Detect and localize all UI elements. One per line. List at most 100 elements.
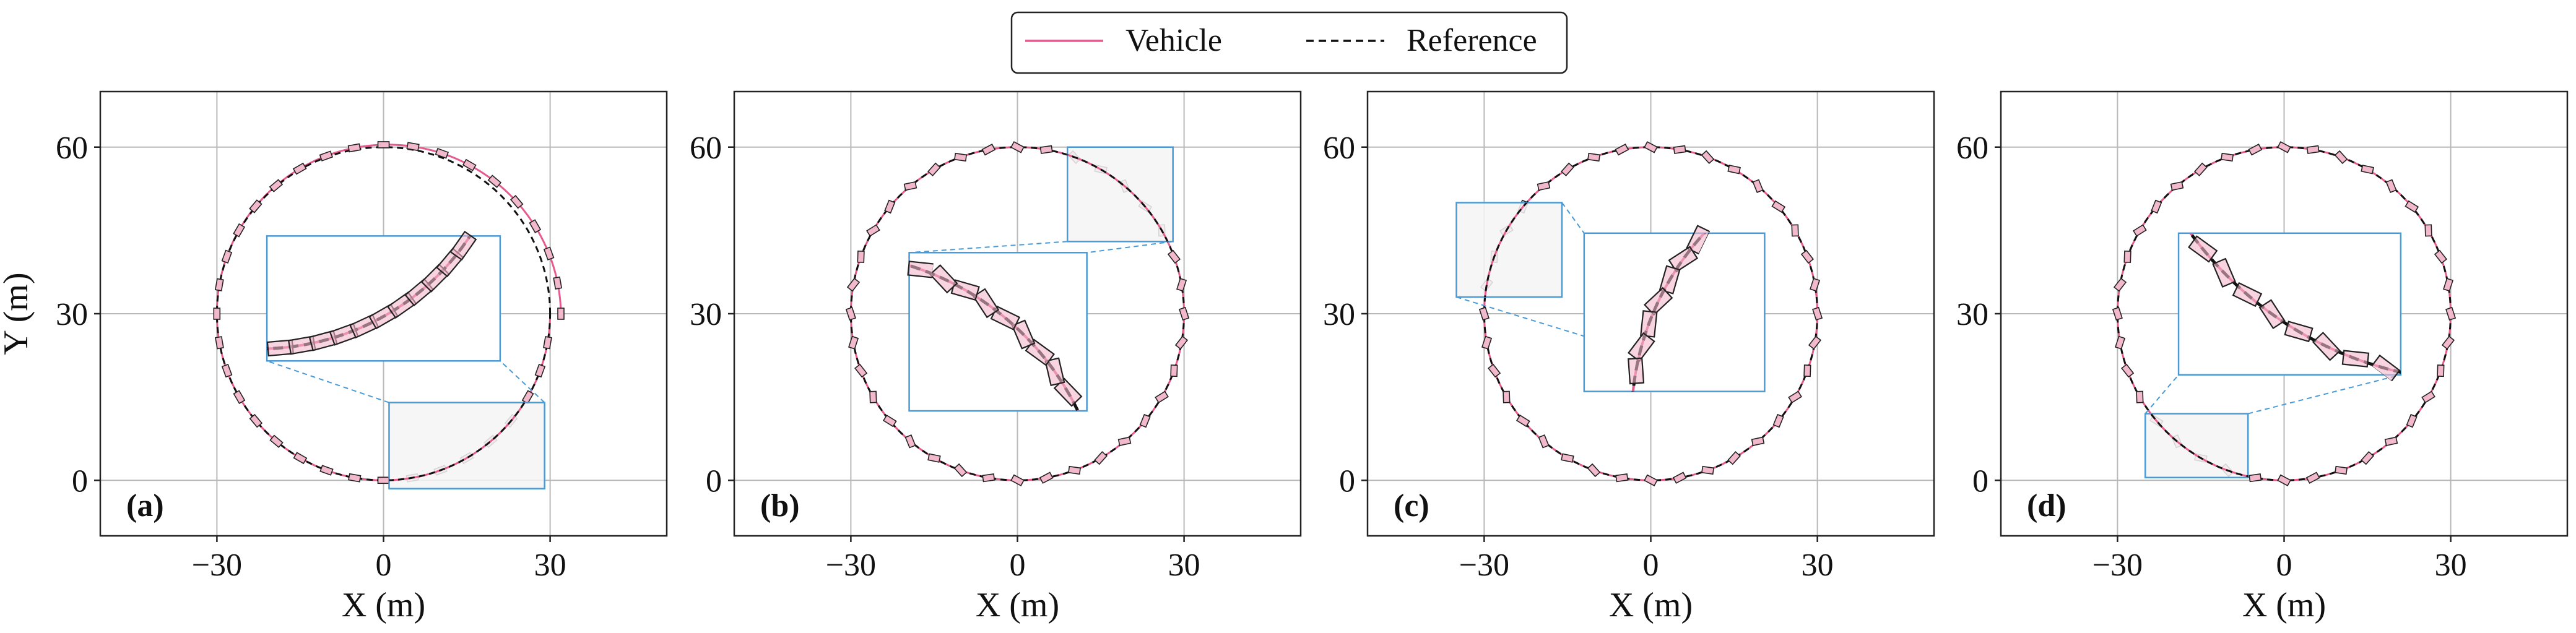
zoom-inset-marker xyxy=(1628,357,1645,385)
vehicle-marker xyxy=(2335,465,2348,475)
vehicle-marker xyxy=(2406,413,2418,428)
vehicle-marker xyxy=(377,141,390,149)
vehicle-marker xyxy=(884,199,896,214)
vehicle-marker xyxy=(882,414,897,428)
vehicle-marker xyxy=(487,174,502,188)
vehicle-marker xyxy=(348,473,362,483)
zoom-inset-marker xyxy=(907,261,935,278)
legend: Vehicle Reference xyxy=(1010,11,1568,74)
panel-label: (d) xyxy=(2027,488,2066,523)
vehicle-marker xyxy=(269,179,284,192)
vehicle-marker xyxy=(1810,278,1821,292)
vehicle-marker xyxy=(981,144,996,156)
vehicle-marker xyxy=(1174,335,1189,350)
vehicle-marker xyxy=(249,199,262,213)
legend-frame xyxy=(1010,11,1568,74)
zoom-inset-marker xyxy=(2212,257,2236,288)
zoom-connector xyxy=(500,360,545,403)
x-tick-label: 30 xyxy=(534,548,566,583)
vehicle-marker xyxy=(1771,200,1786,213)
x-tick-label: 30 xyxy=(1168,548,1200,583)
panels: −30 0 30 0 30 60 X (m) Y (m) (a) −30 0 30 0 30 60 X (m)… xyxy=(0,90,2569,624)
zoom-inset-marker xyxy=(2188,235,2218,263)
vehicle-marker xyxy=(2248,144,2263,156)
vehicle-marker xyxy=(2385,179,2397,193)
vehicle-marker xyxy=(1788,390,1802,403)
vehicle-marker xyxy=(2434,249,2448,264)
vehicle-marker xyxy=(953,463,968,478)
x-tick-label: −30 xyxy=(826,548,876,583)
vehicle-marker xyxy=(2405,200,2419,213)
x-tick-label: 0 xyxy=(1643,548,1659,583)
vehicle-marker xyxy=(1791,224,1799,237)
x-tick-label: 0 xyxy=(1010,548,1026,583)
panel-0: −30 0 30 0 30 60 X (m) Y (m) (a) xyxy=(0,90,668,624)
y-tick-label: 60 xyxy=(56,131,88,166)
zoom-inset-marker xyxy=(2284,321,2314,343)
vehicle-marker xyxy=(1503,390,1511,403)
zoom-inset-marker xyxy=(1044,357,1065,387)
y-tick-label: 60 xyxy=(1323,131,1355,166)
vehicle-marker xyxy=(1587,463,1601,478)
vehicle-marker xyxy=(1155,390,1169,403)
y-tick-label: 0 xyxy=(1972,463,1988,499)
vehicle-marker xyxy=(2305,472,2320,484)
y-tick-label: 30 xyxy=(1956,297,1988,332)
x-axis-label: X (m) xyxy=(1609,586,1693,624)
vehicle-marker xyxy=(1644,474,1658,486)
x-tick-label: 30 xyxy=(1802,548,1834,583)
vehicle-marker xyxy=(848,335,859,350)
vehicle-marker xyxy=(2170,181,2184,191)
vehicle-marker xyxy=(543,336,552,350)
vehicle-marker xyxy=(406,142,420,152)
vehicle-marker xyxy=(1615,473,1629,483)
vehicle-marker xyxy=(2277,141,2291,153)
panel-label: (c) xyxy=(1394,488,1429,523)
vehicle-marker xyxy=(2445,306,2457,321)
zoom-source-vehicle xyxy=(389,402,526,481)
vehicle-marker xyxy=(845,306,856,321)
legend-reference-label: Reference xyxy=(1407,23,1537,58)
vehicle-marker xyxy=(2221,152,2234,162)
y-tick-label: 30 xyxy=(1323,297,1355,332)
vehicle-marker xyxy=(982,473,995,483)
x-tick-label: −30 xyxy=(2092,548,2143,583)
vehicle-marker xyxy=(2384,436,2398,446)
vehicle-marker xyxy=(2306,145,2320,154)
vehicle-marker xyxy=(1117,436,1132,446)
zoom-source-box xyxy=(388,402,545,489)
vehicle-marker xyxy=(1751,436,1765,446)
vehicle-marker xyxy=(1478,306,1490,321)
vehicle-marker xyxy=(1644,141,1658,153)
vehicle-marker xyxy=(1615,144,1629,156)
vehicle-marker xyxy=(1803,364,1811,377)
x-tick-label: −30 xyxy=(192,548,242,583)
zoom-inset-marker xyxy=(1668,246,1699,273)
vehicle-marker xyxy=(903,181,917,191)
vehicle-marker xyxy=(846,277,861,292)
vehicle-marker xyxy=(557,308,565,320)
legend-vehicle-label: Vehicle xyxy=(1125,23,1222,58)
zoom-inset-box xyxy=(2177,232,2402,376)
zoom-inset-marker xyxy=(929,264,958,294)
vehicle-marker xyxy=(1537,181,1551,191)
vehicle-marker xyxy=(1481,335,1493,350)
zoom-inset-marker xyxy=(2312,332,2341,361)
vehicle-marker xyxy=(543,246,555,261)
vehicle-marker xyxy=(2424,224,2432,237)
vehicle-marker xyxy=(869,390,877,403)
vehicle-marker xyxy=(2441,335,2455,350)
zoom-source-reference xyxy=(1067,153,1169,242)
vehicle-marker xyxy=(319,150,334,161)
vehicle-marker xyxy=(510,195,524,209)
y-tick-label: 0 xyxy=(1339,463,1355,499)
zoom-connector xyxy=(2247,374,2401,415)
zoom-inset-marker xyxy=(2232,282,2263,308)
y-tick-label: 60 xyxy=(690,131,722,166)
vehicle-marker xyxy=(1727,165,1741,174)
vehicle-marker xyxy=(2112,306,2123,321)
vehicle-marker xyxy=(2115,335,2126,350)
vehicle-marker xyxy=(1039,472,1054,484)
x-axis-label: X (m) xyxy=(2242,586,2326,624)
zoom-inset-marker xyxy=(2258,299,2286,329)
